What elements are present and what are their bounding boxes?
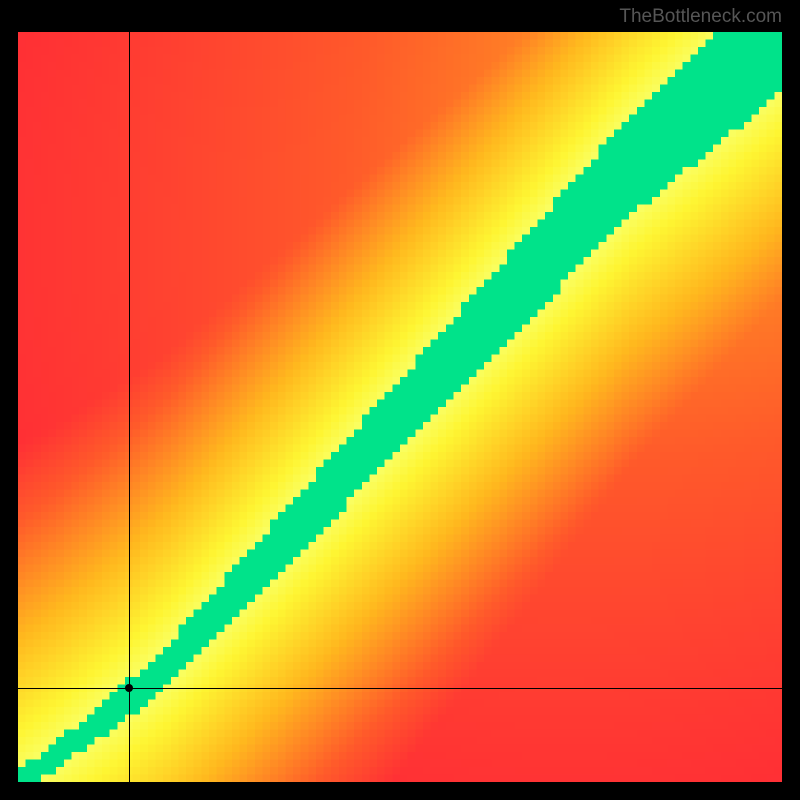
crosshair-marker — [125, 684, 133, 692]
heatmap-canvas — [18, 32, 782, 782]
watermark-text: TheBottleneck.com — [619, 6, 782, 28]
heatmap-plot — [18, 32, 782, 782]
crosshair-vertical — [129, 32, 130, 782]
